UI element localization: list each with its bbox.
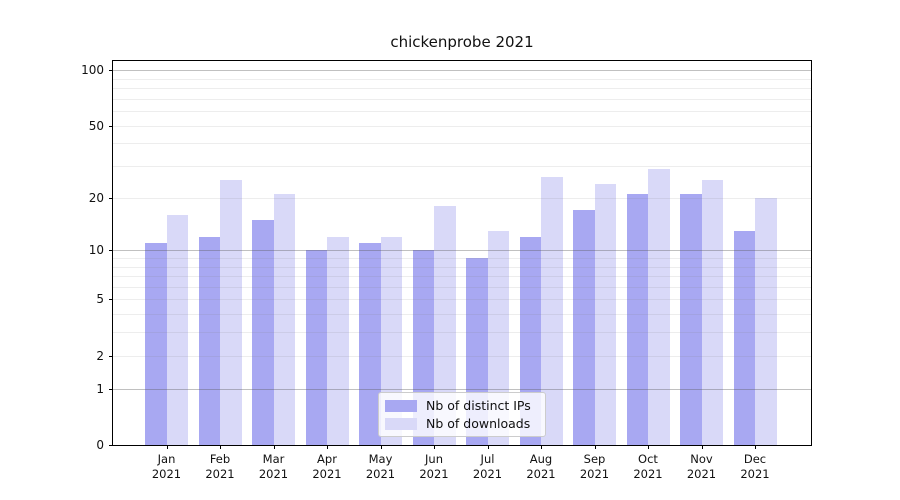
minor-gridline-50 (113, 125, 811, 127)
minor-gridline-80 (113, 87, 811, 89)
bar-downloads-aug (541, 177, 563, 445)
x-tick-label-may: May 2021 (365, 452, 396, 481)
x-tick-label-mar: Mar 2021 (258, 452, 289, 481)
y-tick-label-10: 10 (88, 243, 104, 258)
x-tick-label-sep: Sep 2021 (579, 452, 610, 481)
x-tick-label-jul: Jul 2021 (472, 452, 503, 481)
y-tick-label-2: 2 (96, 348, 104, 363)
x-tick-mark-dec (755, 445, 756, 449)
legend-item-distinct-ips: Nb of distinct IPs (385, 398, 537, 413)
bar-downloads-apr (327, 236, 349, 445)
bar-downloads-jun (434, 205, 456, 445)
y-tick-label-5: 5 (96, 292, 104, 307)
legend-swatch-downloads (385, 417, 417, 430)
x-tick-label-apr: Apr 2021 (312, 452, 342, 481)
x-tick-mark-jan (166, 445, 168, 449)
bar-downloads-dec (755, 197, 777, 445)
legend-item-downloads: Nb of downloads (385, 416, 537, 431)
minor-gridline-40 (113, 143, 811, 145)
minor-gridline-90 (113, 78, 811, 80)
bar-downloads-jan (166, 214, 188, 445)
bar-distinct-ips-sep (573, 210, 595, 445)
minor-gridline-6 (113, 286, 811, 288)
minor-gridline-9 (113, 257, 811, 259)
x-tick-mark-may (380, 445, 382, 449)
bar-distinct-ips-nov (680, 193, 702, 445)
major-gridline-100 (113, 70, 811, 71)
bar-distinct-ips-apr (305, 250, 327, 445)
minor-gridline-8 (113, 266, 811, 268)
bar-distinct-ips-dec (733, 230, 755, 445)
minor-gridline-60 (113, 111, 811, 112)
bar-distinct-ips-oct (626, 193, 648, 445)
y-tick-mark-1 (109, 388, 113, 390)
chart-title: chickenprobe 2021 (390, 33, 534, 51)
bar-downloads-feb (220, 180, 242, 445)
bar-distinct-ips-feb (198, 236, 220, 445)
bar-downloads-mar (273, 193, 295, 445)
minor-gridline-7 (113, 276, 811, 277)
x-tick-mark-aug (541, 445, 542, 449)
x-tick-label-nov: Nov 2021 (686, 452, 717, 481)
y-tick-mark-2 (109, 355, 113, 357)
major-gridline-10 (113, 250, 811, 252)
bar-distinct-ips-may (359, 243, 381, 445)
minor-gridline-5 (113, 299, 811, 301)
bar-downloads-sep (594, 183, 616, 445)
plot-area (112, 60, 812, 446)
x-tick-mark-mar (273, 445, 275, 449)
y-tick-mark-0 (109, 445, 113, 446)
x-tick-label-jan: Jan 2021 (151, 452, 182, 481)
minor-gridline-2 (113, 355, 811, 357)
y-tick-mark-100 (109, 70, 113, 71)
y-tick-mark-20 (109, 197, 113, 199)
y-tick-label-100: 100 (81, 63, 104, 77)
x-tick-mark-oct (648, 445, 649, 449)
x-tick-label-dec: Dec 2021 (740, 452, 770, 481)
bar-distinct-ips-jan (145, 243, 167, 445)
x-tick-mark-apr (327, 445, 328, 449)
y-tick-label-1: 1 (96, 381, 104, 396)
x-tick-label-aug: Aug 2021 (526, 452, 556, 481)
bar-distinct-ips-mar (252, 219, 274, 445)
minor-gridline-4 (113, 314, 811, 316)
x-tick-label-feb: Feb 2021 (205, 452, 235, 481)
y-tick-label-20: 20 (88, 190, 104, 205)
minor-gridline-70 (113, 98, 811, 100)
y-tick-mark-50 (109, 125, 113, 127)
minor-gridline-20 (113, 197, 811, 199)
x-tick-mark-jul (487, 445, 489, 449)
x-tick-label-oct: Oct 2021 (633, 452, 663, 481)
y-tick-label-0: 0 (96, 438, 104, 452)
bar-downloads-jul (487, 230, 509, 445)
legend-swatch-distinct-ips (385, 399, 417, 412)
y-tick-label-50: 50 (88, 118, 104, 133)
x-tick-mark-sep (594, 445, 596, 449)
bar-downloads-nov (701, 180, 723, 445)
minor-gridline-30 (113, 166, 811, 167)
legend-label-distinct-ips: Nb of distinct IPs (426, 398, 531, 413)
y-tick-mark-10 (109, 250, 113, 252)
legend-label-downloads: Nb of downloads (426, 416, 531, 431)
minor-gridline-3 (113, 332, 811, 334)
legend: Nb of distinct IPs Nb of downloads (378, 392, 546, 437)
y-tick-mark-5 (109, 299, 113, 301)
x-tick-mark-jun (434, 445, 435, 449)
x-tick-mark-feb (220, 445, 221, 449)
major-gridline-1 (113, 388, 811, 390)
bar-downloads-oct (648, 168, 670, 445)
x-tick-label-jun: Jun 2021 (419, 452, 449, 481)
x-tick-mark-nov (701, 445, 703, 449)
